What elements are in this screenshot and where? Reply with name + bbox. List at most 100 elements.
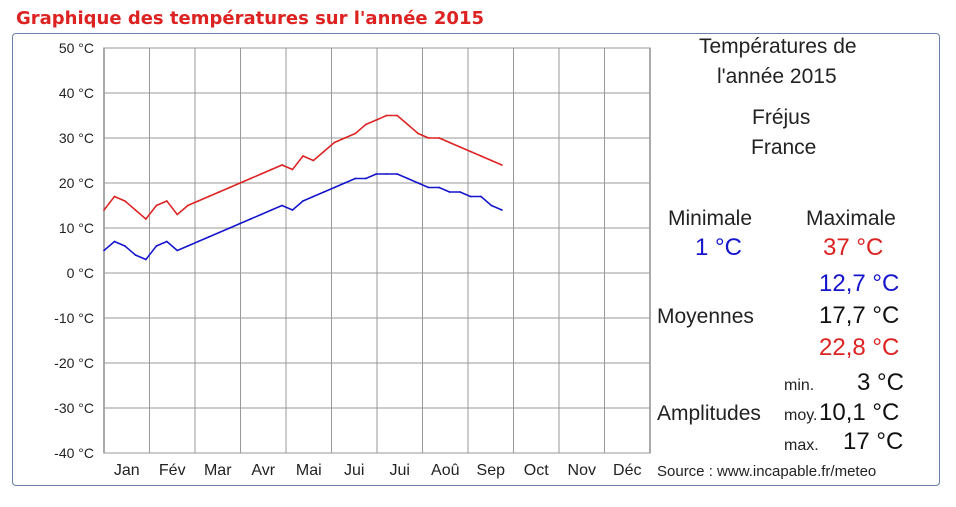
y-tick-label: 40 °C	[59, 85, 94, 101]
data-point	[480, 155, 482, 157]
data-point	[218, 191, 221, 193]
data-point	[186, 204, 189, 207]
data-point	[155, 204, 158, 207]
y-tick-label: -40 °C	[54, 445, 94, 461]
data-point	[501, 164, 503, 166]
data-point	[197, 200, 200, 202]
data-point	[396, 114, 399, 117]
data-point	[281, 164, 283, 166]
data-point	[218, 231, 221, 234]
data-point	[459, 146, 461, 148]
data-point	[302, 155, 304, 157]
data-point	[270, 209, 273, 211]
x-tick-label: Mar	[204, 462, 232, 479]
data-point	[144, 218, 147, 220]
data-point	[322, 150, 325, 153]
panel-city: Fréjus	[752, 106, 811, 129]
y-axis-ticks: 50 °C 40 °C 30 °C 20 °C 10 °C 0 °C -10 °C -20 °…	[54, 40, 94, 461]
x-tick-label: Mai	[296, 462, 322, 479]
data-point	[438, 186, 440, 189]
y-tick-label: 20 °C	[59, 175, 94, 191]
data-point	[459, 191, 461, 193]
y-tick-label: -20 °C	[54, 355, 94, 371]
data-point	[197, 240, 200, 243]
data-point	[281, 204, 283, 207]
panel-country: France	[751, 136, 817, 159]
data-point	[270, 168, 273, 171]
data-point	[113, 240, 116, 243]
maximale-value: 37 °C	[823, 234, 884, 261]
data-point	[260, 173, 262, 175]
panel-title-line2: l'année 2015	[717, 65, 837, 88]
amplitude-max-value: 17 °C	[843, 428, 904, 455]
data-point	[312, 195, 315, 198]
minimale-label: Minimale	[668, 207, 753, 230]
data-point	[228, 186, 231, 189]
data-point	[165, 240, 168, 243]
y-tick-label: 50 °C	[59, 40, 94, 56]
data-point	[322, 191, 325, 193]
x-tick-label: Oct	[524, 462, 549, 479]
moyenne-max-value: 22,8 °C	[819, 334, 900, 361]
amplitude-max-label: max.	[784, 437, 819, 454]
data-point	[134, 209, 137, 211]
data-point	[134, 254, 137, 256]
data-point	[385, 173, 388, 175]
data-point	[375, 173, 378, 175]
data-point	[249, 218, 252, 220]
data-point	[176, 213, 179, 216]
data-point	[396, 173, 399, 175]
maximale-label: Maximale	[806, 207, 896, 230]
data-point	[207, 195, 210, 198]
data-point	[343, 182, 346, 184]
data-point	[480, 195, 482, 198]
data-point	[291, 209, 294, 211]
x-axis-months: Jan Fév Mar Avr Mai Jui Jui Aoû Sep Oct Nov Déc	[114, 462, 642, 479]
x-tick-label: Nov	[568, 462, 596, 479]
data-point	[249, 177, 252, 180]
data-point	[427, 186, 430, 189]
data-point	[165, 200, 168, 202]
data-point	[239, 222, 242, 225]
data-point	[490, 204, 493, 207]
data-point	[417, 132, 420, 135]
data-point	[103, 209, 105, 211]
data-point	[312, 159, 315, 162]
amplitude-min-label: min.	[784, 377, 815, 394]
data-point	[448, 141, 451, 144]
series-lines	[103, 114, 503, 261]
data-point	[438, 137, 440, 139]
source-credit: Source : www.incapable.fr/meteo	[657, 463, 877, 480]
page-title: Graphique des températures sur l'année 2…	[16, 8, 484, 29]
data-point	[144, 258, 147, 261]
data-point	[333, 141, 336, 144]
x-tick-label: Jui	[344, 462, 364, 479]
data-point	[385, 114, 388, 117]
x-tick-label: Avr	[251, 462, 275, 479]
data-point	[228, 227, 231, 229]
data-point	[375, 119, 378, 121]
x-tick-label: Fév	[159, 462, 186, 479]
y-tick-label: -30 °C	[54, 400, 94, 416]
x-tick-label: Déc	[613, 462, 641, 479]
data-point	[469, 195, 472, 198]
amplitudes-label: Amplitudes	[657, 402, 761, 425]
x-tick-label: Sep	[477, 462, 506, 479]
data-point	[291, 168, 294, 171]
data-point	[343, 137, 346, 139]
data-point	[469, 150, 472, 153]
minimale-value: 1 °C	[695, 234, 742, 261]
data-point	[155, 245, 158, 247]
data-point	[239, 182, 242, 184]
data-point	[176, 249, 179, 252]
data-point	[260, 213, 262, 216]
data-point	[186, 245, 189, 247]
data-point	[354, 132, 357, 135]
data-point	[427, 137, 430, 139]
data-point	[448, 191, 451, 193]
x-tick-label: Jan	[114, 462, 140, 479]
amplitude-min-value: 3 °C	[857, 369, 904, 396]
data-point	[124, 200, 126, 202]
chart-frame	[12, 33, 940, 486]
data-point	[333, 186, 336, 189]
